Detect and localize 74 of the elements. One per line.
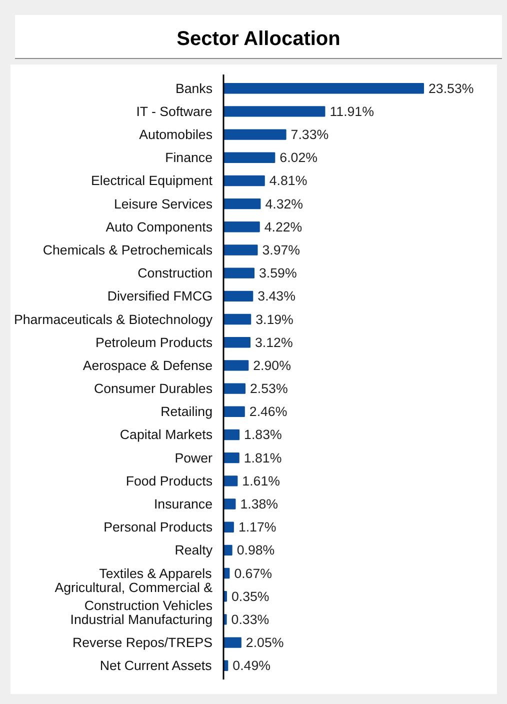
data-label: 2.53% — [250, 381, 288, 396]
y-tick-label: Banks — [175, 80, 213, 96]
y-tick-label: Aerospace & Defense — [82, 358, 213, 373]
bar — [224, 83, 424, 94]
bar — [224, 175, 265, 186]
bar — [224, 522, 234, 532]
bar — [224, 498, 236, 510]
y-tick-label: Petroleum Products — [95, 334, 213, 350]
y-tick-label: Electrical Equipment — [91, 173, 213, 188]
data-label: 11.91% — [330, 104, 374, 119]
data-label: 1.83% — [244, 427, 282, 442]
bar — [224, 314, 252, 325]
data-label: 2.05% — [246, 635, 284, 650]
bar — [224, 244, 258, 256]
data-label: 4.81% — [269, 173, 308, 188]
data-label: 6.02% — [280, 150, 318, 166]
y-tick-label: IT - Software — [136, 104, 212, 119]
y-tick-label: Construction — [138, 266, 213, 281]
bar — [224, 268, 255, 278]
data-label: 3.59% — [259, 266, 297, 281]
bar — [224, 152, 276, 163]
y-tick-label: Reverse Repos/TREPS — [72, 635, 213, 650]
y-tick-label: Chemicals & Petrochemicals — [42, 242, 213, 258]
y-tick-label: Leisure Services — [114, 196, 213, 212]
y-tick-label: Food Products — [126, 473, 213, 488]
data-label: 0.35% — [231, 588, 270, 604]
data-label: 7.33% — [290, 127, 329, 142]
data-label: 1.61% — [242, 473, 280, 488]
y-tick-label: Capital Markets — [120, 427, 213, 442]
y-tick-label: Textiles & Apparels — [99, 566, 212, 581]
y-tick-label: Agricultural, Commercial & Construction Vehicles — [54, 580, 213, 613]
bar — [224, 129, 286, 140]
y-tick-label: Insurance — [154, 496, 213, 512]
bar — [224, 290, 254, 302]
y-tick-label: Consumer Durables — [94, 381, 213, 396]
bar — [224, 337, 251, 348]
y-tick-label: Realty — [174, 542, 213, 558]
bar — [224, 452, 240, 464]
bar — [224, 476, 238, 486]
bar — [224, 360, 249, 371]
bar — [224, 637, 242, 648]
chart-title: Sector Allocation — [176, 27, 340, 52]
y-tick-label: Automobiles — [139, 127, 213, 142]
data-label: 0.33% — [231, 612, 270, 627]
y-tick-label: Net Current Assets — [100, 658, 212, 674]
data-label: 1.38% — [240, 496, 278, 512]
bar — [224, 198, 261, 210]
data-label: 23.53% — [428, 80, 474, 96]
data-label: 3.43% — [258, 288, 296, 304]
bar — [224, 106, 326, 117]
data-label: 1.17% — [238, 520, 276, 535]
data-label: 3.12% — [255, 334, 293, 350]
bar — [224, 406, 245, 417]
data-label: 2.46% — [249, 404, 288, 420]
data-label: 0.98% — [236, 542, 275, 558]
y-tick-label: Power — [174, 450, 214, 466]
y-tick-label: Retailing — [160, 404, 213, 420]
y-tick-label: Diversified FMCG — [107, 288, 212, 304]
data-label: 0.49% — [232, 658, 271, 674]
data-label: 2.90% — [253, 358, 292, 373]
bar — [224, 429, 240, 440]
y-tick-label: Finance — [165, 150, 213, 166]
y-tick-label: Personal Products — [104, 520, 213, 535]
y-tick-label: Industrial Manufacturing — [70, 612, 213, 627]
y-tick-label: Auto Components — [106, 219, 213, 234]
data-label: 3.97% — [262, 242, 300, 258]
data-label: 1.81% — [244, 450, 282, 466]
bar — [224, 222, 260, 232]
y-tick-label: Pharmaceuticals & Biotechnology — [14, 312, 213, 327]
data-label: 4.32% — [265, 196, 304, 212]
data-label: 0.67% — [234, 566, 272, 581]
data-label: 4.22% — [264, 219, 302, 234]
data-label: 3.19% — [256, 312, 294, 327]
bar — [224, 383, 246, 394]
